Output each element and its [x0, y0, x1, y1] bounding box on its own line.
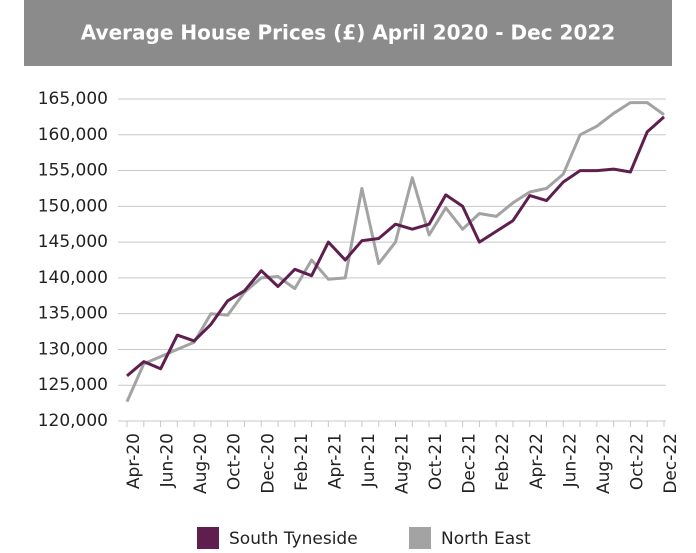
x-tick-label: Dec-20	[258, 433, 278, 494]
legend-label: North East	[441, 529, 531, 549]
chart-title: Average House Prices (£) April 2020 - De…	[81, 21, 615, 45]
legend-swatch	[409, 527, 431, 549]
y-tick-label: 135,000	[38, 304, 108, 324]
x-tick-label: Jun-21	[359, 433, 379, 488]
x-tick-label: Jun-20	[158, 433, 178, 488]
x-tick-label: Dec-21	[460, 433, 480, 494]
x-tick-label: Jun-22	[560, 433, 580, 488]
x-tick-label: Oct-20	[225, 433, 245, 490]
legend-swatch	[197, 527, 219, 549]
y-tick-label: 125,000	[38, 375, 108, 395]
x-tick-label: Aug-20	[191, 433, 211, 494]
y-tick-label: 160,000	[38, 125, 108, 145]
title-banner	[24, 0, 672, 66]
x-tick-label: Dec-22	[661, 433, 681, 494]
x-tick-label: Oct-22	[627, 433, 647, 490]
y-tick-label: 120,000	[38, 411, 108, 431]
y-tick-label: 145,000	[38, 232, 108, 252]
x-tick-label: Oct-21	[426, 433, 446, 490]
x-tick-label: Apr-21	[325, 433, 345, 489]
y-tick-label: 155,000	[38, 161, 108, 181]
y-tick-label: 140,000	[38, 268, 108, 288]
y-tick-label: 150,000	[38, 196, 108, 216]
legend-label: South Tyneside	[229, 529, 358, 549]
x-tick-label: Aug-21	[393, 433, 413, 494]
x-tick-label: Aug-22	[594, 433, 614, 494]
x-tick-label: Apr-20	[124, 433, 144, 489]
y-tick-label: 165,000	[38, 89, 108, 109]
x-tick-label: Feb-22	[493, 433, 513, 491]
x-tick-label: Feb-21	[292, 433, 312, 491]
series-line	[126, 115, 665, 378]
y-tick-label: 130,000	[38, 339, 108, 359]
x-tick-label: Apr-22	[527, 433, 547, 489]
series-line	[125, 101, 665, 403]
